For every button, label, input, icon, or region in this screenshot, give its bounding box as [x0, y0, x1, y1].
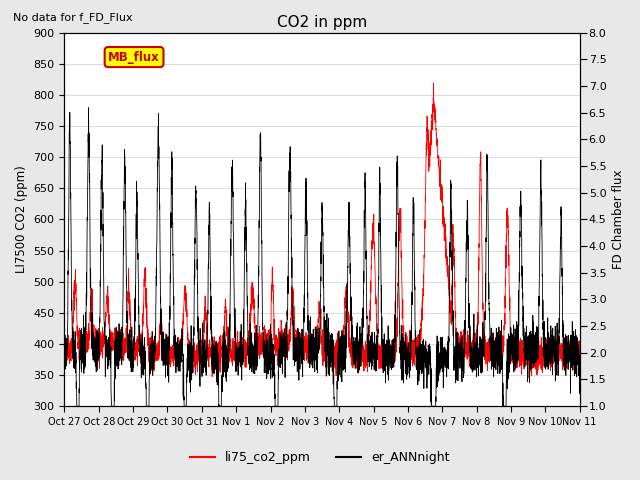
er_ANNnight	[457, 358, 465, 363]
Y-axis label: LI7500 CO2 (ppm): LI7500 CO2 (ppm)	[15, 166, 28, 273]
er_ANNnight	[150, 344, 157, 349]
er_ANNnight	[442, 360, 449, 366]
er_ANNnight	[576, 360, 584, 366]
li75_co2_ppm	[404, 355, 412, 360]
Y-axis label: FD Chamber flux: FD Chamber flux	[612, 169, 625, 269]
Line: li75_co2_ppm: li75_co2_ppm	[65, 83, 580, 378]
li75_co2_ppm	[61, 344, 68, 349]
li75_co2_ppm	[394, 305, 401, 311]
Line: er_ANNnight: er_ANNnight	[65, 108, 580, 406]
er_ANNnight	[404, 359, 412, 365]
er_ANNnight	[464, 233, 472, 239]
Title: CO2 in ppm: CO2 in ppm	[277, 15, 367, 30]
er_ANNnight	[61, 357, 68, 363]
Text: No data for f_FD_Flux: No data for f_FD_Flux	[13, 12, 132, 23]
er_ANNnight	[84, 105, 92, 110]
li75_co2_ppm	[442, 222, 449, 228]
li75_co2_ppm	[524, 375, 532, 381]
Text: MB_flux: MB_flux	[108, 50, 160, 63]
li75_co2_ppm	[149, 352, 157, 358]
er_ANNnight	[394, 211, 402, 216]
er_ANNnight	[73, 403, 81, 409]
Legend: li75_co2_ppm, er_ANNnight: li75_co2_ppm, er_ANNnight	[186, 446, 454, 469]
li75_co2_ppm	[576, 349, 584, 355]
li75_co2_ppm	[456, 332, 464, 338]
li75_co2_ppm	[429, 80, 437, 86]
li75_co2_ppm	[464, 354, 472, 360]
